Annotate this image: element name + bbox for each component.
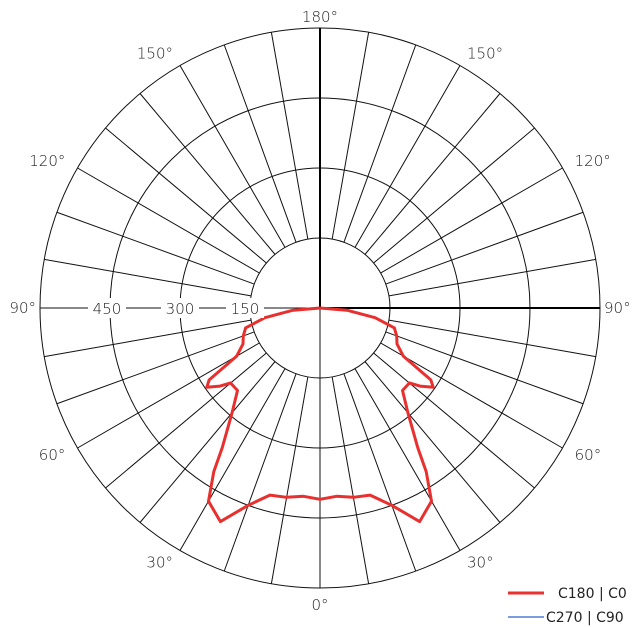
axis-labels: 180° 150° 150° 120° 120° 90° 90° 60° 60° 30° 30° 0°…: [9, 8, 630, 614]
grid-spoke: [139, 93, 276, 255]
legend-label-0: C180 | C0: [558, 586, 627, 602]
grid-spoke: [388, 258, 596, 297]
angle-label-0: 0°: [311, 596, 328, 614]
grid-spoke: [44, 258, 252, 297]
grid-spoke: [343, 44, 417, 243]
grid-spoke: [388, 319, 596, 358]
angle-label-150-left: 150°: [137, 44, 173, 62]
grid-spoke: [364, 361, 501, 523]
grid-spoke: [56, 331, 255, 405]
angle-label-180: 180°: [302, 8, 338, 26]
grid-spoke: [373, 352, 535, 489]
angle-label-120-left: 120°: [29, 152, 65, 170]
grid-spoke: [223, 44, 297, 243]
grid-spoke: [105, 352, 267, 489]
grid-spoke: [354, 368, 461, 551]
angle-label-60-left: 60°: [39, 446, 66, 464]
grid-spoke: [270, 376, 309, 584]
angle-label-30-left: 30°: [146, 554, 173, 572]
angle-label-150-right: 150°: [467, 44, 503, 62]
grid-spoke: [223, 373, 297, 572]
radial-label-450: 450: [93, 300, 122, 318]
angle-label-90-left: 90°: [9, 299, 36, 317]
radial-label-150: 150: [231, 300, 260, 318]
grid-spoke: [364, 93, 501, 255]
radial-label-bg: [161, 298, 199, 318]
grid-spoke: [270, 32, 309, 240]
legend-label-1: C270 | C90: [546, 610, 624, 626]
grid-spoke: [44, 319, 252, 358]
grid-spoke: [331, 32, 370, 240]
grid-spoke: [354, 65, 461, 248]
grid-spoke: [77, 342, 260, 449]
legend: C180 | C0 C270 | C90: [508, 586, 627, 626]
grid-spoke: [380, 342, 563, 449]
radial-label-bg: [88, 298, 126, 318]
grid-spoke: [105, 127, 267, 264]
grid-spoke: [179, 368, 286, 551]
grid-spoke: [77, 167, 260, 274]
grid-spoke: [385, 331, 584, 405]
grid-spoke: [56, 211, 255, 285]
angle-label-120-right: 120°: [575, 152, 611, 170]
series-curve-0: [205, 306, 435, 524]
radial-label-300: 300: [166, 300, 195, 318]
grid-spoke: [331, 376, 370, 584]
radial-label-bg: [226, 298, 264, 318]
series-curves: [205, 306, 435, 524]
angle-label-30-right: 30°: [467, 554, 494, 572]
grid-spoke: [179, 65, 286, 248]
grid-spoke: [385, 211, 584, 285]
grid-spoke: [139, 361, 276, 523]
grid-spoke: [380, 167, 563, 274]
grid-spoke: [373, 127, 535, 264]
angle-label-90-right: 90°: [604, 299, 631, 317]
grid-spoke: [343, 373, 417, 572]
angle-label-60-right: 60°: [575, 446, 602, 464]
